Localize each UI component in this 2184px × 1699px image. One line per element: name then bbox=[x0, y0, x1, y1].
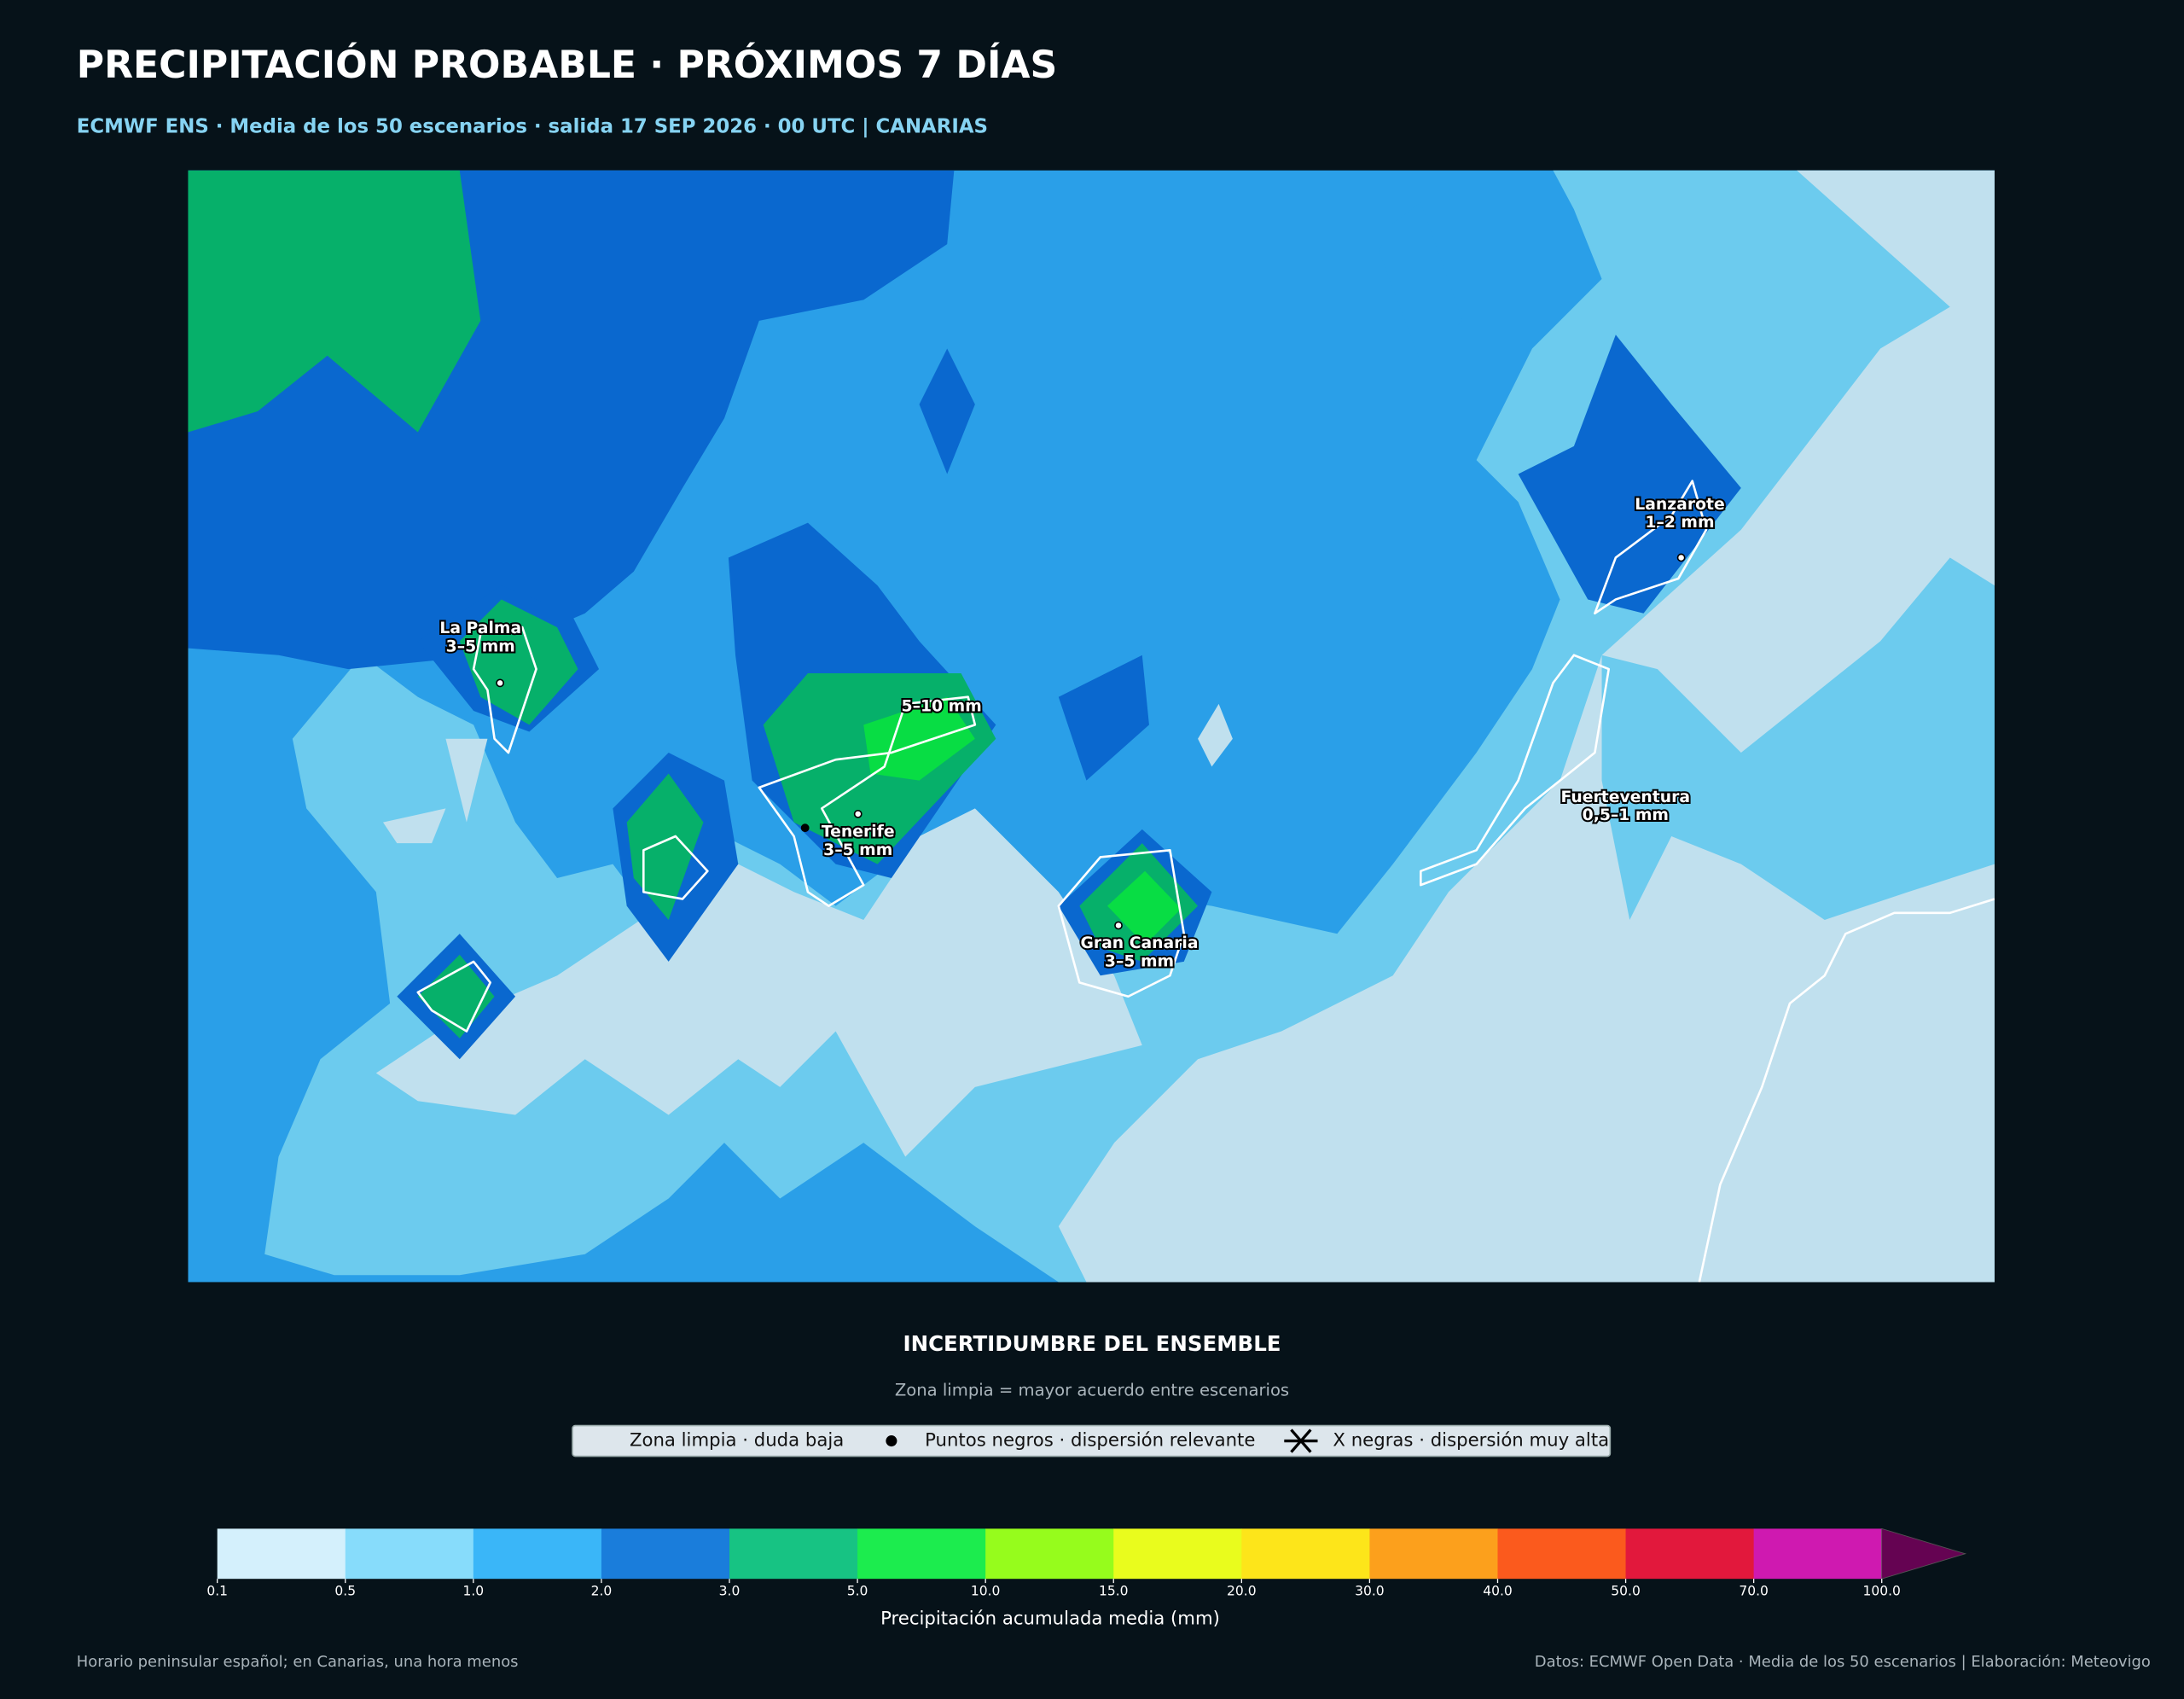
colorbar-label: Precipitación acumulada media (mm) bbox=[880, 1609, 1220, 1630]
colorbar-segment bbox=[217, 1528, 346, 1580]
colorbar-extend bbox=[1881, 1527, 1967, 1580]
island-amount: 1–2 mm bbox=[1645, 514, 1714, 532]
island-name: Tenerife bbox=[822, 823, 895, 841]
island-name: Lanzarote bbox=[1635, 496, 1724, 514]
legend-label: X negras · dispersión muy alta bbox=[1333, 1430, 1609, 1452]
colorbar-segment bbox=[601, 1528, 730, 1580]
colorbar-segment bbox=[1497, 1528, 1627, 1580]
uncertainty-subtitle: Zona limpia = mayor acuerdo entre escena… bbox=[895, 1380, 1289, 1399]
island-name: Fuerteventura bbox=[1561, 788, 1691, 806]
colorbar-tick-label: 100.0 bbox=[1863, 1583, 1901, 1598]
colorbar-segment bbox=[1241, 1528, 1370, 1580]
colorbar-segment bbox=[1113, 1528, 1242, 1580]
uncertainty-legend: Zona limpia · duda baja Puntos negros · … bbox=[572, 1424, 1612, 1458]
colorbar: 0.1 0.5 1.0 2.0 3.0 5.0 10.0 15.0 20.0 30.0 40.0 50… bbox=[206, 1527, 1967, 1598]
legend-dot bbox=[886, 1435, 897, 1447]
colorbar-segment bbox=[1753, 1528, 1883, 1580]
colorbar-segment bbox=[473, 1528, 602, 1580]
island-name: Gran Canaria bbox=[1080, 934, 1198, 952]
colorbar-segment bbox=[345, 1528, 474, 1580]
island-amount: 3–5 mm bbox=[446, 637, 515, 655]
island-labels: La Palma 3–5 mm Tenerife 3–5 mm Gran Can… bbox=[438, 494, 1726, 973]
island-amount: 3–5 mm bbox=[823, 841, 892, 859]
colorbar-tick-label: 40.0 bbox=[1483, 1583, 1513, 1598]
colorbar-tick-label: 20.0 bbox=[1227, 1583, 1257, 1598]
colorbar-tick-label: 15.0 bbox=[1099, 1583, 1129, 1598]
colorbar-tick-label: 3.0 bbox=[719, 1583, 741, 1598]
island-amount: 3–5 mm bbox=[1105, 952, 1174, 970]
colorbar-segment bbox=[985, 1528, 1114, 1580]
footer-right: Datos: ECMWF Open Data · Media de los 50… bbox=[1535, 1653, 2151, 1671]
colorbar-tick-label: 1.0 bbox=[463, 1583, 485, 1598]
legend-x bbox=[1284, 1428, 1318, 1453]
colorbar-tick-label: 2.0 bbox=[591, 1583, 613, 1598]
colorbar-tick-label: 0.5 bbox=[334, 1583, 356, 1598]
colorbar-segment bbox=[729, 1528, 858, 1580]
colorbar-tick-label: 50.0 bbox=[1611, 1583, 1641, 1598]
colorbar-segment bbox=[1625, 1528, 1755, 1580]
legend-box bbox=[572, 1424, 1612, 1458]
title: PRECIPITACIÓN PROBABLE · PRÓXIMOS 7 DÍAS bbox=[77, 42, 1058, 87]
footer-left: Horario peninsular español; en Canarias,… bbox=[77, 1653, 519, 1671]
map: 5–10 mm La Palma 3–5 mm Tenerife 3–5 mm … bbox=[188, 170, 1995, 1283]
colorbar-segment bbox=[857, 1528, 986, 1580]
colorbar-tick-label: 10.0 bbox=[971, 1583, 1001, 1598]
subtitle: ECMWF ENS · Media de los 50 escenarios ·… bbox=[77, 115, 988, 137]
island-name: La Palma bbox=[439, 620, 521, 637]
legend-label: Zona limpia · duda baja bbox=[630, 1430, 844, 1452]
colorbar-tick-label: 0.1 bbox=[206, 1583, 228, 1598]
legend-label: Puntos negros · dispersión relevante bbox=[925, 1430, 1255, 1452]
uncertainty-title: INCERTIDUMBRE DEL ENSEMBLE bbox=[903, 1331, 1281, 1356]
highlight-label: 5–10 mm bbox=[902, 698, 982, 716]
colorbar-tick-label: 5.0 bbox=[847, 1583, 868, 1598]
colorbar-tick-label: 30.0 bbox=[1355, 1583, 1385, 1598]
island-dots bbox=[496, 553, 1686, 930]
colorbar-tick-label: 70.0 bbox=[1739, 1583, 1769, 1598]
colorbar-segment bbox=[1369, 1528, 1498, 1580]
island-amount: 0,5–1 mm bbox=[1583, 806, 1669, 824]
